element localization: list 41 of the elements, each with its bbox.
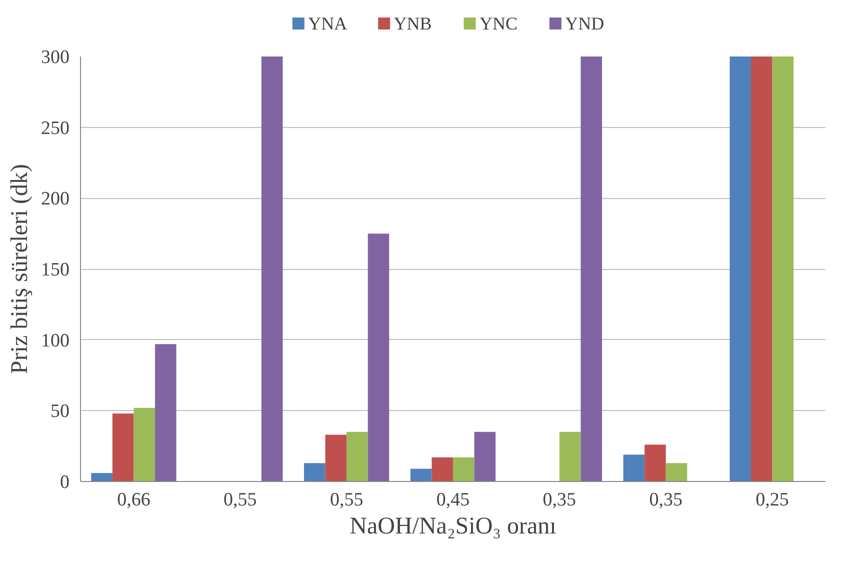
y-tick-label: 150 [41,260,70,280]
bar [623,454,645,482]
bar [453,457,474,482]
y-tick-label: 200 [41,188,70,210]
y-tick-label: 100 [41,330,70,352]
legend-label: YNB [394,14,432,34]
x-tick-label: 0,66 [117,490,150,510]
y-tick-label: 0 [60,472,70,493]
x-tick-label: 0,35 [649,490,682,510]
bar [559,432,581,482]
x-tick-label: 0,25 [756,490,789,510]
x-tick-label: 0,35 [542,490,576,510]
bar [304,463,326,482]
bar [666,463,688,482]
bar [91,473,112,482]
bar [346,432,368,482]
x-tick-label: 0,55 [330,490,364,510]
bar [751,56,772,482]
bar [134,408,155,482]
bar [112,414,134,482]
x-tick-label: 0,45 [436,490,470,510]
x-tick-label: 0,55 [224,490,257,510]
legend-label: YNA [308,14,348,34]
y-tick-label: 250 [41,118,70,139]
bar [325,434,347,482]
x-axis-title: NaOH/Na₂SiO₃ oranı [350,514,557,540]
bar [730,56,751,482]
legend-label: YNC [479,14,518,34]
bar [772,56,794,482]
bar [155,344,176,482]
bar [410,468,432,482]
bar [474,432,496,482]
bar [368,234,390,482]
bar [644,444,666,482]
bar [432,457,453,482]
y-tick-label: 50 [50,401,70,422]
y-tick-label: 300 [41,47,70,68]
bar [580,56,602,482]
y-axis-title: Priz bitiş süreleri (dk) [7,164,33,374]
bar [261,56,283,482]
legend-label: YND [565,14,604,34]
